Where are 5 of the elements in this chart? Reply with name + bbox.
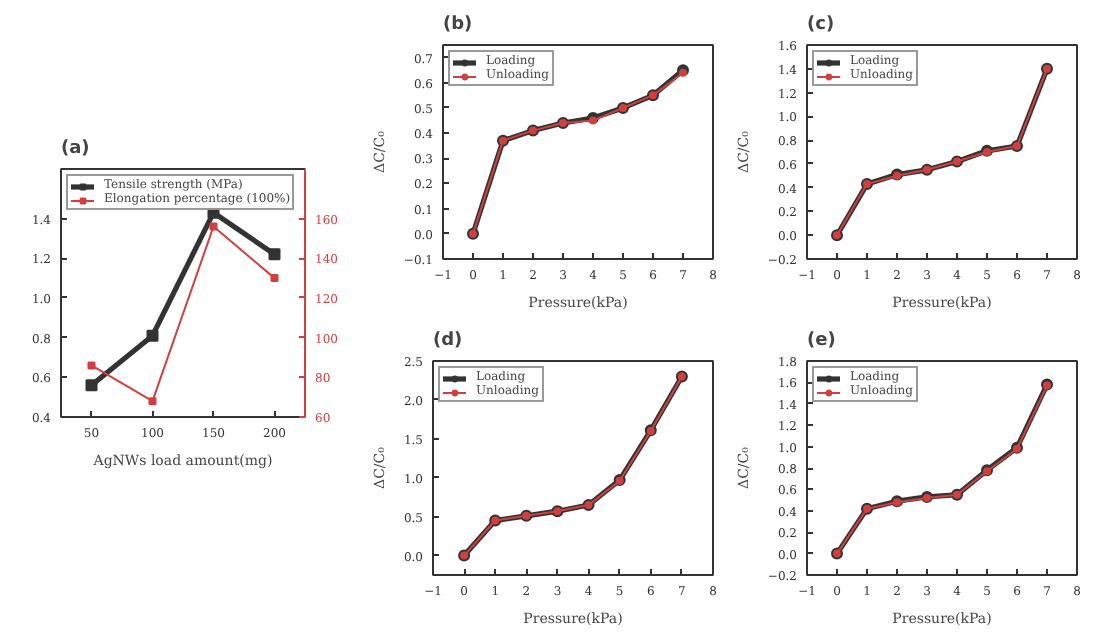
chart-title: (b) [443, 15, 473, 35]
chart-title: (a) [61, 139, 90, 159]
chart-title: (d) [433, 331, 463, 351]
chart-title: (c) [807, 15, 835, 35]
chart-title: (e) [807, 331, 836, 351]
